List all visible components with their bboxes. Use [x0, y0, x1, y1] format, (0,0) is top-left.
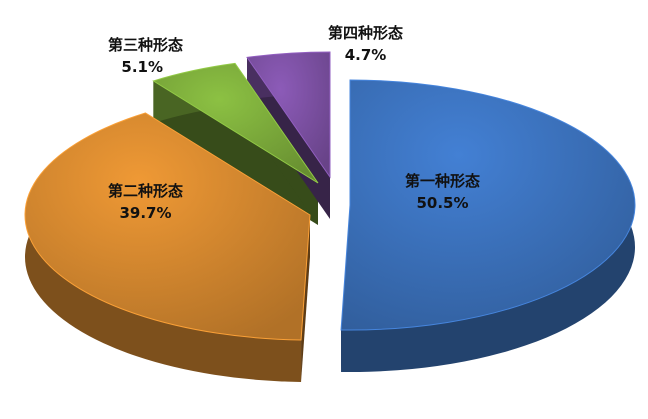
slice-side — [24, 112, 302, 382]
pie-slice-2 — [24, 112, 311, 341]
label-value: 50.5% — [416, 194, 469, 212]
pie-slice-3 — [152, 62, 319, 184]
slice-radial-face — [247, 57, 330, 219]
pie-slice-1 — [340, 79, 636, 331]
pie-slice-4 — [246, 51, 331, 179]
label-value: 4.7% — [344, 46, 387, 64]
slice-radial-face — [153, 80, 318, 225]
label-text: 第二种形态 — [108, 182, 184, 200]
label-text: 第一种形态 — [405, 172, 481, 190]
slice-label-3: 第三种形态 5.1% — [108, 34, 183, 78]
slice-label-2: 第二种形态 39.7% — [108, 180, 183, 224]
slice-label-1: 第一种形态 50.5% — [405, 170, 480, 214]
slice-radial-face — [301, 215, 310, 382]
slice-label-4: 第四种形态 4.7% — [328, 22, 403, 66]
label-text: 第三种形态 — [108, 36, 184, 54]
slice-tops — [24, 51, 636, 341]
label-value: 39.7% — [119, 204, 172, 222]
label-value: 5.1% — [121, 58, 164, 76]
label-text: 第四种形态 — [328, 24, 404, 42]
